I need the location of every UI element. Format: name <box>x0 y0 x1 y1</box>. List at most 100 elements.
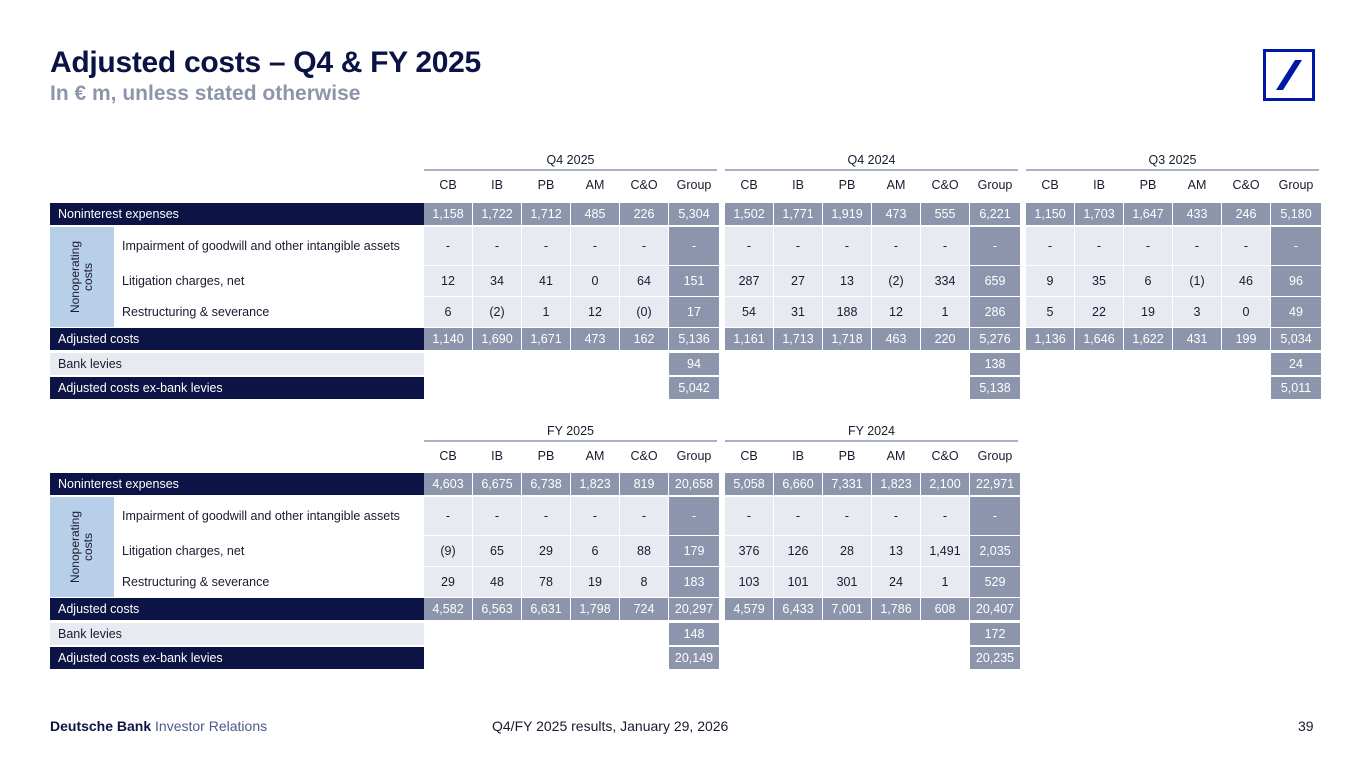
table-cell <box>571 623 619 645</box>
table-cell: (0) <box>620 297 668 327</box>
table-cell: - <box>823 497 871 535</box>
column-header: IB <box>1093 178 1105 192</box>
table-cell <box>1124 353 1172 375</box>
table-cell: 65 <box>473 536 521 566</box>
table-cell: 78 <box>522 567 570 597</box>
table-cell: 220 <box>921 328 969 350</box>
table-cell: - <box>522 227 570 265</box>
table-cell: 48 <box>473 567 521 597</box>
footer-center-text: Q4/FY 2025 results, January 29, 2026 <box>492 718 729 734</box>
nonoperating-costs-side-label: Nonoperating costs <box>50 497 114 597</box>
column-header: CB <box>1041 178 1059 192</box>
table-cell <box>571 353 619 375</box>
table-cell: 376 <box>725 536 773 566</box>
table-cell: 485 <box>571 203 619 225</box>
table-cell: (2) <box>473 297 521 327</box>
table-cell: 1,786 <box>872 598 920 620</box>
column-header: C&O <box>931 178 959 192</box>
row-label: Noninterest expenses <box>50 203 424 225</box>
table-cell: 29 <box>424 567 472 597</box>
table-cell: 659 <box>970 266 1020 296</box>
table-cell: 8 <box>620 567 668 597</box>
table-cell: 1,150 <box>1026 203 1074 225</box>
column-header: Group <box>1278 178 1314 192</box>
table-cell: 6,631 <box>522 598 570 620</box>
table-cell <box>823 377 871 399</box>
column-header: IB <box>792 178 804 192</box>
table-cell: 287 <box>725 266 773 296</box>
table-cell <box>872 353 920 375</box>
table-cell: 5,136 <box>669 328 719 350</box>
table-cell <box>571 377 619 399</box>
table-cell: 301 <box>823 567 871 597</box>
table-cell <box>1026 353 1074 375</box>
column-header: CB <box>439 178 457 192</box>
table-cell: 9 <box>1026 266 1074 296</box>
column-header: IB <box>491 178 503 192</box>
table-cell: 1,622 <box>1124 328 1172 350</box>
table-cell: 172 <box>970 623 1020 645</box>
table-cell <box>774 377 822 399</box>
table-cell: 31 <box>774 297 822 327</box>
table-cell <box>1124 377 1172 399</box>
table-cell <box>725 377 773 399</box>
table-cell: 101 <box>774 567 822 597</box>
table-cell: 2,035 <box>970 536 1020 566</box>
table-cell: - <box>473 227 521 265</box>
table-cell: - <box>1271 227 1321 265</box>
table-cell <box>620 647 668 669</box>
table-cell <box>522 377 570 399</box>
table-cell: 1,713 <box>774 328 822 350</box>
table-cell <box>872 377 920 399</box>
table-cell: (1) <box>1173 266 1221 296</box>
table-cell: 3 <box>1173 297 1221 327</box>
table-cell: 1,491 <box>921 536 969 566</box>
table-cell <box>725 647 773 669</box>
table-cell <box>473 623 521 645</box>
table-cell: 88 <box>620 536 668 566</box>
table-cell: 5,011 <box>1271 377 1321 399</box>
table-cell: 151 <box>669 266 719 296</box>
table-cell: 1,771 <box>774 203 822 225</box>
table-cell <box>823 353 871 375</box>
row-label: Adjusted costs ex-bank levies <box>50 377 424 399</box>
column-header: Group <box>977 178 1013 192</box>
table-cell: - <box>1026 227 1074 265</box>
table-cell: 1,646 <box>1075 328 1123 350</box>
column-header: AM <box>585 449 605 463</box>
period-header: Q4 2024 <box>725 153 1018 171</box>
table-cell: - <box>872 227 920 265</box>
table-cell: - <box>725 227 773 265</box>
column-header: CB <box>439 449 457 463</box>
column-header: Group <box>676 178 712 192</box>
table-cell: 473 <box>571 328 619 350</box>
table-cell: 334 <box>921 266 969 296</box>
row-label: Adjusted costs ex-bank levies <box>50 647 424 669</box>
table-cell: 35 <box>1075 266 1123 296</box>
table-cell <box>921 353 969 375</box>
table-cell: 5,058 <box>725 473 773 495</box>
table-cell: - <box>571 497 619 535</box>
table-cell: 1,502 <box>725 203 773 225</box>
table-cell: 5,180 <box>1271 203 1321 225</box>
table-cell: 2,100 <box>921 473 969 495</box>
table-cell: 1 <box>522 297 570 327</box>
table-cell: 17 <box>669 297 719 327</box>
table-cell: 199 <box>1222 328 1270 350</box>
period-header: Q3 2025 <box>1026 153 1319 171</box>
footer-brand-suffix: Investor Relations <box>155 718 268 734</box>
table-cell <box>725 353 773 375</box>
column-header: C&O <box>1232 178 1260 192</box>
table-cell: 463 <box>872 328 920 350</box>
table-cell: 6,675 <box>473 473 521 495</box>
table-cell: 4,579 <box>725 598 773 620</box>
table-cell: 1,798 <box>571 598 619 620</box>
footer-brand-name: Deutsche Bank <box>50 718 152 734</box>
table-cell: 1,718 <box>823 328 871 350</box>
table-cell: 6,563 <box>473 598 521 620</box>
table-cell: 20,149 <box>669 647 719 669</box>
page-number: 39 <box>1298 718 1314 734</box>
column-header: PB <box>1139 178 1157 192</box>
table-cell <box>473 647 521 669</box>
table-cell: 29 <box>522 536 570 566</box>
